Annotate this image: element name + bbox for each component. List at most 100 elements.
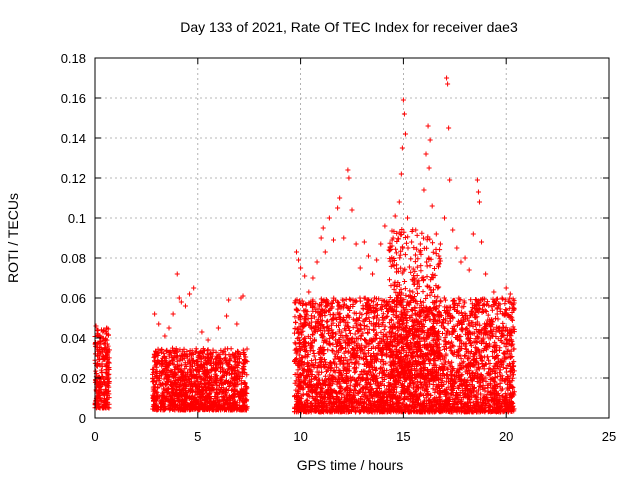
- data-point: [99, 361, 105, 367]
- data-point: [160, 400, 166, 406]
- data-point: [182, 360, 188, 366]
- data-point: [96, 374, 102, 380]
- data-point: [103, 390, 109, 396]
- data-point: [458, 309, 464, 315]
- data-point: [217, 402, 223, 408]
- data-point: [223, 391, 229, 397]
- data-point: [458, 356, 464, 362]
- data-point: [161, 407, 167, 413]
- data-point: [208, 368, 214, 374]
- data-point: [232, 354, 238, 360]
- data-point: [230, 368, 236, 374]
- data-point: [166, 362, 172, 368]
- data-point: [188, 363, 194, 369]
- data-point: [160, 355, 166, 361]
- data-point: [104, 351, 110, 357]
- data-point: [231, 375, 237, 381]
- data-point: [185, 376, 191, 382]
- data-point: [94, 332, 100, 338]
- data-point: [179, 356, 185, 362]
- data-point: [234, 402, 240, 408]
- data-point: [210, 407, 216, 413]
- data-point: [378, 329, 384, 335]
- data-point: [106, 360, 112, 366]
- data-point: [197, 395, 203, 401]
- data-point: [474, 319, 480, 325]
- data-point: [177, 394, 183, 400]
- data-point: [150, 376, 156, 382]
- data-point: [370, 327, 376, 333]
- data-point: [192, 403, 198, 409]
- data-point: [317, 389, 323, 395]
- data-point: [214, 397, 220, 403]
- data-point: [232, 374, 238, 380]
- data-point: [239, 407, 245, 413]
- data-point: [310, 361, 316, 367]
- data-point: [187, 351, 193, 357]
- y-axis-label: ROTI / TECUs: [5, 193, 21, 283]
- data-point: [244, 405, 250, 411]
- data-point: [209, 353, 215, 359]
- data-point: [152, 381, 158, 387]
- data-point: [471, 330, 477, 336]
- data-point: [333, 344, 339, 350]
- data-point: [193, 378, 199, 384]
- data-point: [219, 405, 225, 411]
- data-point: [236, 360, 242, 366]
- data-point: [494, 311, 500, 317]
- data-point: [155, 394, 161, 400]
- data-point: [195, 368, 201, 374]
- data-point: [174, 348, 180, 354]
- data-point: [201, 376, 207, 382]
- data-point: [106, 405, 112, 411]
- data-point: [100, 329, 106, 335]
- data-point: [203, 373, 209, 379]
- data-point: [372, 295, 378, 301]
- data-point: [221, 396, 227, 402]
- data-point: [485, 299, 491, 305]
- data-point: [233, 404, 239, 410]
- data-point: [173, 384, 179, 390]
- data-point: [211, 365, 217, 371]
- data-point: [467, 322, 473, 328]
- data-point: [485, 354, 491, 360]
- data-point: [239, 369, 245, 375]
- data-point: [308, 313, 314, 319]
- data-point: [240, 364, 246, 370]
- data-point: [166, 349, 172, 355]
- data-point: [510, 375, 516, 381]
- data-point: [192, 393, 198, 399]
- data-point: [161, 350, 167, 356]
- data-point: [203, 360, 209, 366]
- data-point: [163, 388, 169, 394]
- data-point: [376, 296, 382, 302]
- data-point: [106, 347, 112, 353]
- data-point: [159, 363, 165, 369]
- data-point: [100, 374, 106, 380]
- data-point: [180, 353, 186, 359]
- data-point: [203, 355, 209, 361]
- data-point: [223, 377, 229, 383]
- data-point: [187, 395, 193, 401]
- data-point: [232, 359, 238, 365]
- data-point: [182, 374, 188, 380]
- data-point: [191, 400, 197, 406]
- data-point: [150, 366, 156, 372]
- data-point: [193, 374, 199, 380]
- data-point: [210, 350, 216, 356]
- data-point: [292, 340, 298, 346]
- data-point: [155, 406, 161, 412]
- data-point: [161, 376, 167, 382]
- data-point: [222, 387, 228, 393]
- data-point: [325, 331, 331, 337]
- data-point: [199, 387, 205, 393]
- data-point: [461, 353, 467, 359]
- data-point: [210, 399, 216, 405]
- data-point: [294, 307, 300, 313]
- data-point: [330, 311, 336, 317]
- data-point: [184, 394, 190, 400]
- data-point: [173, 354, 179, 360]
- data-point: [100, 397, 106, 403]
- data-point: [105, 374, 111, 380]
- data-point: [327, 372, 333, 378]
